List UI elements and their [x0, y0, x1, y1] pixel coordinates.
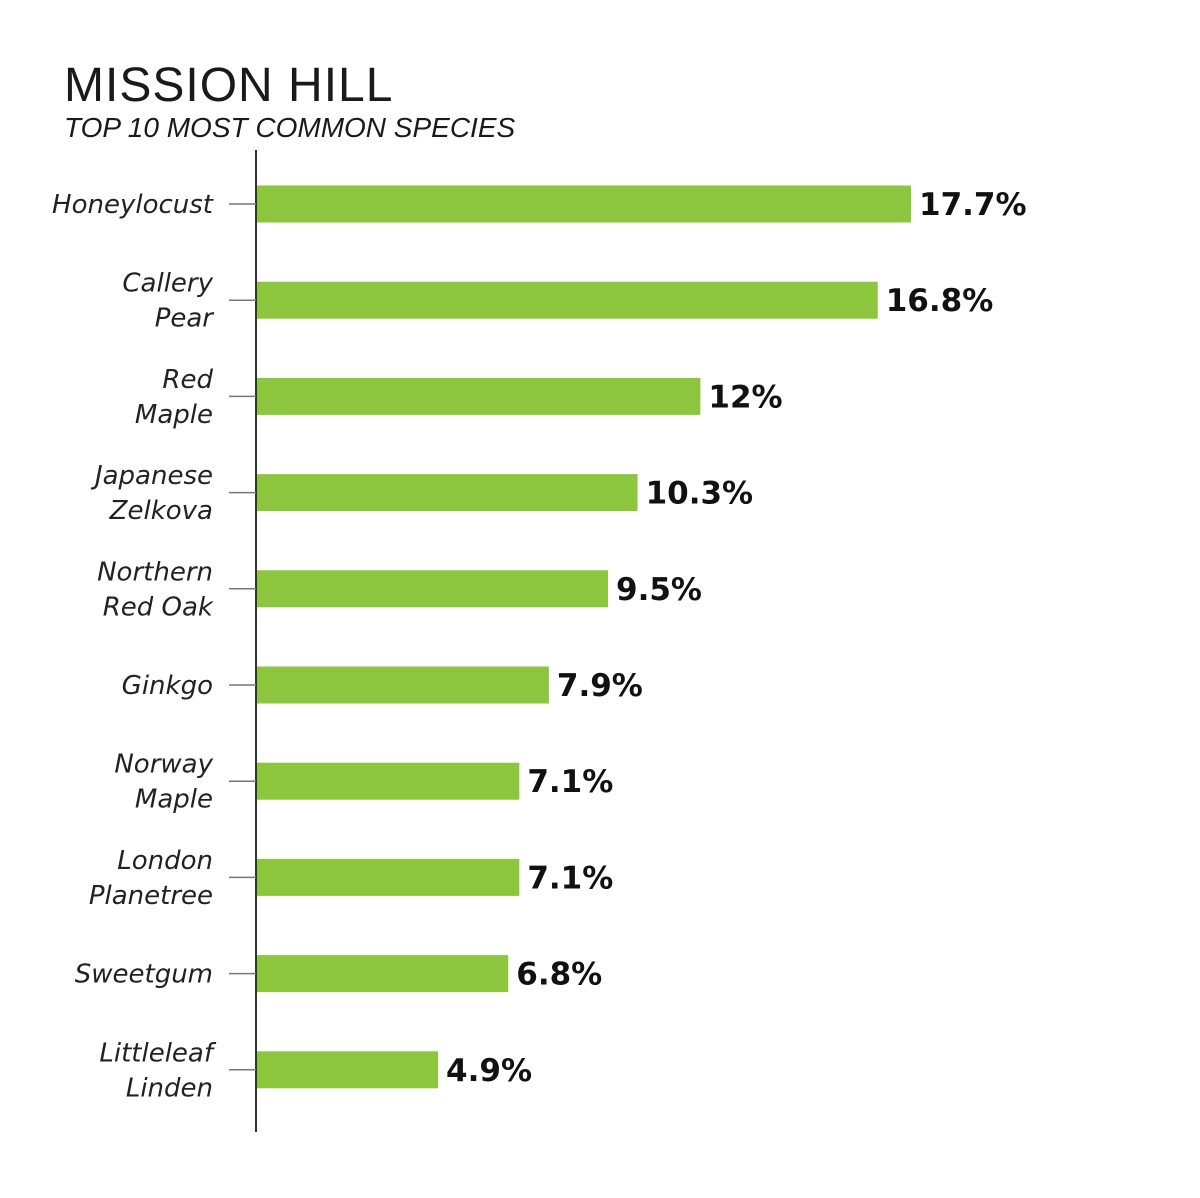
bar [257, 474, 638, 512]
chart-subtitle: TOP 10 MOST COMMON SPECIES [64, 112, 516, 143]
category-label: Littleleaf Linden [99, 1038, 216, 1103]
data-label: 7.1% [527, 764, 613, 800]
category-label: Japanese Zelkova [90, 461, 213, 526]
data-label: 12% [708, 379, 782, 415]
category-label: Sweetgum [75, 960, 213, 990]
data-label: 4.9% [446, 1053, 532, 1089]
bar [257, 377, 701, 415]
bar [257, 185, 911, 223]
category-label: Honeylocust [52, 190, 214, 220]
chart-title: MISSION HILL [64, 59, 393, 112]
bar [257, 762, 520, 800]
category-label: Northern Red Oak [97, 557, 214, 622]
bar [257, 858, 520, 896]
category-label: Red Maple [135, 365, 214, 430]
category-label: Ginkgo [122, 671, 213, 701]
data-label: 9.5% [616, 572, 702, 608]
bar [257, 1051, 439, 1089]
category-label: Callery Pear [122, 269, 215, 334]
category-label: Norway Maple [114, 750, 213, 815]
data-label: 16.8% [886, 283, 994, 319]
bar [257, 281, 878, 319]
data-label: 6.8% [516, 957, 602, 993]
data-label: 17.7% [919, 187, 1027, 223]
data-label: 7.1% [527, 860, 613, 896]
bar [257, 666, 549, 704]
bars-group: 17.7% Honeylocust 16.8% Callery Pear 12% Red Ma… [52, 185, 1027, 1103]
data-label: 7.9% [557, 668, 643, 704]
data-label: 10.3% [646, 476, 754, 512]
category-label: London Planetree [89, 846, 213, 911]
bar [257, 955, 509, 993]
bar [257, 570, 609, 608]
